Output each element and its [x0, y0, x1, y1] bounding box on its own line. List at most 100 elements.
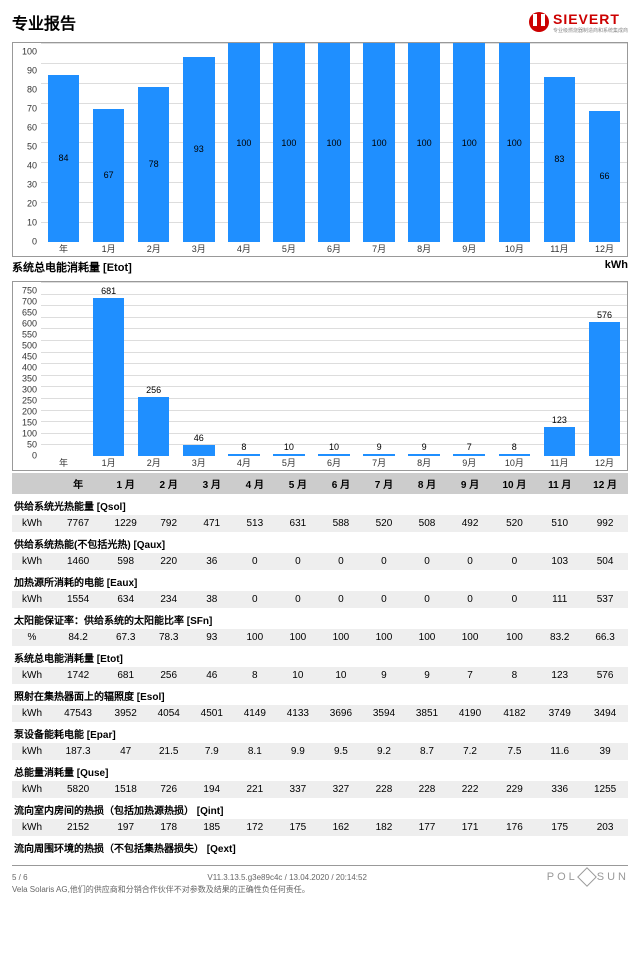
- y-tick: 90: [27, 67, 37, 76]
- brand-name: SIEVERT: [553, 11, 628, 27]
- bar-value-label: 100: [236, 138, 251, 148]
- y-tick: 700: [22, 298, 37, 307]
- x-tick: 10月: [492, 456, 537, 470]
- data-cell: 9.2: [362, 743, 405, 760]
- data-cell: 197: [104, 819, 147, 836]
- bar-slot: 83: [537, 43, 582, 242]
- data-cell: 229: [492, 781, 538, 798]
- col-header: 5 月: [276, 473, 319, 494]
- data-cell: 7767: [52, 515, 104, 532]
- bar: 100: [273, 43, 305, 242]
- bar-slot: 100: [492, 43, 537, 242]
- data-cell: 492: [449, 515, 492, 532]
- data-table: 年1 月2 月3 月4 月5 月6 月7 月8 月9 月10 月11 月12 月…: [12, 473, 628, 857]
- data-cell: 182: [362, 819, 405, 836]
- data-cell: 337: [276, 781, 319, 798]
- data-cell: 46: [190, 667, 233, 684]
- bar-value-label: 123: [552, 415, 567, 425]
- y-tick: 400: [22, 364, 37, 373]
- data-cell: 792: [147, 515, 190, 532]
- data-cell: 510: [537, 515, 582, 532]
- unit-cell: kWh: [12, 819, 52, 836]
- data-cell: 0: [449, 591, 492, 608]
- data-cell: 176: [492, 819, 538, 836]
- data-cell: 228: [362, 781, 405, 798]
- data-cell: 0: [319, 553, 362, 570]
- data-cell: 598: [104, 553, 147, 570]
- bar-slot: 10: [311, 282, 356, 456]
- data-cell: 111: [537, 591, 582, 608]
- bar: 123: [544, 427, 576, 456]
- bar: 100: [228, 43, 260, 242]
- data-cell: 100: [233, 629, 276, 646]
- bar-slot: 100: [447, 43, 492, 242]
- section-title: 供给系统热能(不包括光热) [Qaux]: [12, 532, 628, 553]
- data-cell: 11.6: [537, 743, 582, 760]
- data-cell: 100: [449, 629, 492, 646]
- section-title-row: 流向室内房间的热损（包括加热源热损） [Qint]: [12, 798, 628, 819]
- bar-value-label: 10: [329, 442, 339, 452]
- data-cell: 0: [405, 553, 448, 570]
- y-tick: 60: [27, 124, 37, 133]
- data-cell: 21.5: [147, 743, 190, 760]
- unit-cell: %: [12, 629, 52, 646]
- y-tick: 500: [22, 342, 37, 351]
- section-title: 总能量消耗量 [Quse]: [12, 760, 628, 781]
- data-cell: 634: [104, 591, 147, 608]
- bar: 93: [183, 57, 215, 242]
- table-row: %84.267.378.39310010010010010010010083.2…: [12, 629, 628, 646]
- data-cell: 177: [405, 819, 448, 836]
- bar-value-label: 100: [507, 138, 522, 148]
- x-tick: 3月: [176, 456, 221, 470]
- bar: 66: [589, 111, 621, 242]
- bar-slot: 256: [131, 282, 176, 456]
- bar-slot: 8: [492, 282, 537, 456]
- data-cell: 1518: [104, 781, 147, 798]
- data-cell: 36: [190, 553, 233, 570]
- page-title: 专业报告: [12, 10, 76, 34]
- y-tick: 250: [22, 397, 37, 406]
- x-tick: 11月: [537, 456, 582, 470]
- table-row: kWh7767122979247151363158852050849252051…: [12, 515, 628, 532]
- data-cell: 9: [362, 667, 405, 684]
- y-tick: 0: [32, 452, 37, 461]
- unit-cell: kWh: [12, 553, 52, 570]
- data-cell: 1255: [582, 781, 628, 798]
- bar-slot: 93: [176, 43, 221, 242]
- table-header-row: 年1 月2 月3 月4 月5 月6 月7 月8 月9 月10 月11 月12 月: [12, 473, 628, 494]
- data-cell: 471: [190, 515, 233, 532]
- data-cell: 221: [233, 781, 276, 798]
- data-cell: 185: [190, 819, 233, 836]
- y-tick: 100: [22, 48, 37, 57]
- section-title: 太阳能保证率：供给系统的太阳能比率 [SFn]: [12, 608, 628, 629]
- bar-value-label: 78: [149, 159, 159, 169]
- x-tick: 6月: [311, 242, 356, 256]
- bar: 681: [93, 298, 125, 456]
- bar-slot: 100: [311, 43, 356, 242]
- data-cell: 1554: [52, 591, 104, 608]
- bar: 100: [363, 43, 395, 242]
- data-cell: 47543: [52, 705, 104, 722]
- section-title-row: 系统总电能消耗量 [Etot]: [12, 646, 628, 667]
- bar: 84: [48, 75, 80, 242]
- data-cell: 0: [233, 591, 276, 608]
- data-cell: 39: [582, 743, 628, 760]
- y-tick: 0: [32, 238, 37, 247]
- data-cell: 520: [492, 515, 538, 532]
- data-cell: 0: [492, 591, 538, 608]
- bar-slot: 123: [537, 282, 582, 456]
- data-cell: 172: [233, 819, 276, 836]
- table-row: kWh187.34721.57.98.19.99.59.28.77.27.511…: [12, 743, 628, 760]
- polysun-logo: POLSUN: [547, 870, 628, 884]
- data-cell: 576: [582, 667, 628, 684]
- data-cell: 123: [537, 667, 582, 684]
- data-cell: 234: [147, 591, 190, 608]
- bar: 67: [93, 109, 125, 242]
- col-header: 2 月: [147, 473, 190, 494]
- section-title: 流向周围环境的热损（不包括集热器损失） [Qext]: [12, 836, 628, 857]
- bar-value-label: 10: [284, 442, 294, 452]
- x-tick: 2月: [131, 456, 176, 470]
- data-cell: 103: [537, 553, 582, 570]
- data-cell: 336: [537, 781, 582, 798]
- chart1-caption-right: kWh: [605, 259, 628, 275]
